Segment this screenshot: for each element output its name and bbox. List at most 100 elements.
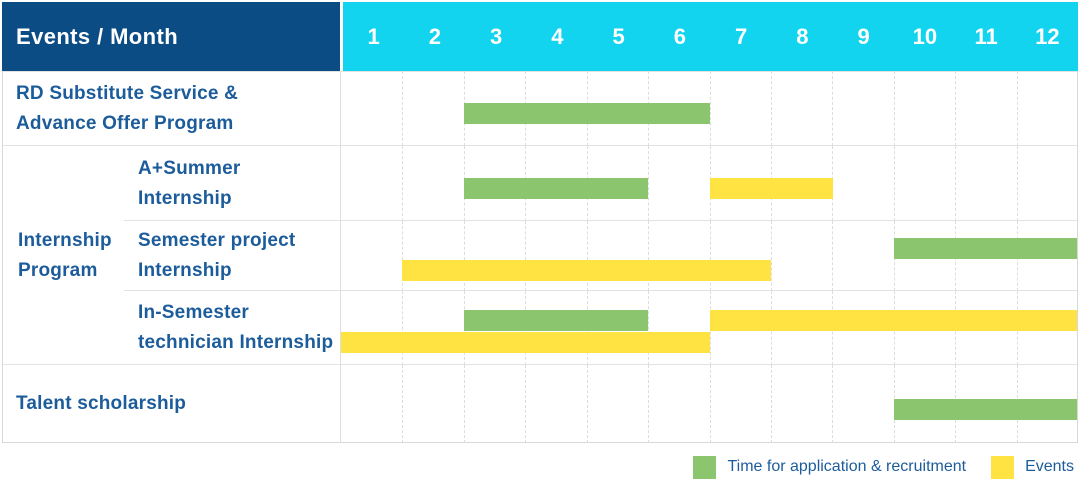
chart-row — [341, 146, 1078, 221]
gantt-bar-green — [464, 310, 648, 331]
legend-item-green: Time for application & recruitment — [693, 455, 967, 479]
legend-label: Events — [1025, 458, 1074, 475]
month-gridline — [587, 221, 588, 291]
month-header-cell: 5 — [588, 2, 649, 71]
month-header-cell: 11 — [956, 2, 1017, 71]
month-gridline — [648, 291, 649, 365]
month-gridline — [955, 146, 956, 221]
month-header-cell: 4 — [527, 2, 588, 71]
month-label: 10 — [912, 23, 938, 49]
gantt-bar-yellow — [402, 260, 771, 281]
month-gridline — [832, 221, 833, 291]
month-gridline — [402, 221, 403, 291]
row-divider — [124, 290, 1078, 291]
row-sublabel-line: Internship — [138, 187, 232, 209]
month-header-cell: 8 — [772, 2, 833, 71]
row-divider — [124, 220, 1078, 221]
month-gridline — [402, 365, 403, 443]
month-label: 12 — [1035, 23, 1060, 49]
table-border-left — [2, 71, 3, 443]
month-label: 5 — [612, 23, 625, 49]
chart-row — [341, 365, 1078, 443]
month-label: 1 — [367, 23, 380, 49]
month-gridline — [894, 71, 895, 146]
gantt-bar-green — [894, 238, 1078, 259]
gantt-bar-yellow — [341, 332, 710, 353]
month-gridline — [832, 71, 833, 146]
month-gridline — [894, 146, 895, 221]
month-label: 6 — [673, 23, 686, 49]
month-label: 2 — [428, 23, 441, 49]
month-label: 8 — [796, 23, 809, 49]
row-sublabel-cell: A+Summer Internship — [124, 146, 341, 221]
month-header-cell: 7 — [711, 2, 772, 71]
chart-row — [341, 291, 1078, 365]
gantt-bar-yellow — [710, 178, 833, 199]
month-gridline — [464, 365, 465, 443]
month-gridline — [402, 291, 403, 365]
table-border-top — [2, 71, 1078, 72]
row-label-line: Talent scholarship — [16, 393, 187, 414]
row-sublabel-cell: In-Semester technician Internship — [124, 291, 341, 365]
row-label-line: Internship — [18, 229, 112, 251]
month-label: 4 — [551, 23, 564, 49]
month-gridline — [771, 365, 772, 443]
table-border-right — [1077, 71, 1078, 443]
month-label: 3 — [490, 23, 503, 49]
events-month-header-cell: Events / Month — [2, 2, 340, 71]
month-gridline — [771, 71, 772, 146]
month-gridline — [710, 221, 711, 291]
row-sublabel-line: Semester project — [138, 230, 296, 251]
table-border-bottom — [2, 442, 1078, 443]
month-label: 7 — [735, 23, 748, 49]
month-gridline — [464, 221, 465, 291]
gantt-bar-green — [894, 399, 1078, 420]
row-divider — [2, 145, 1078, 146]
month-gridline — [832, 365, 833, 443]
row-label-line: RD Substitute Service & — [16, 82, 239, 104]
month-header-cell: 9 — [833, 2, 894, 71]
month-header-cell: 10 — [894, 2, 955, 71]
month-gridline — [648, 146, 649, 221]
month-gridline — [710, 71, 711, 146]
legend-swatch-yellow-icon — [991, 455, 1015, 479]
row-label-cell: Talent scholarship — [2, 365, 341, 443]
row-label-line: Advance Offer Program — [16, 112, 234, 134]
month-header-cell: 2 — [404, 2, 465, 71]
row-sublabel-line: A+Summer — [138, 157, 241, 179]
month-gridline — [402, 146, 403, 221]
month-gridline — [402, 71, 403, 146]
chart-row — [341, 71, 1078, 146]
row-label-line: Program — [18, 259, 98, 281]
gantt-bar-green — [464, 178, 648, 199]
month-gridline — [648, 221, 649, 291]
row-sublabel-cell: Semester project Internship — [124, 221, 341, 291]
legend-swatch-green-icon — [693, 455, 717, 479]
gantt-bar-green — [464, 103, 710, 124]
month-gridline — [525, 221, 526, 291]
gantt-bar-yellow — [710, 310, 1078, 331]
month-label: 11 — [974, 23, 998, 49]
month-gridline — [710, 365, 711, 443]
row-sublabel-line: technician Internship — [138, 332, 334, 353]
row-label-cell: RD Substitute Service & Advance Offer Pro… — [2, 71, 341, 146]
legend-label: Time for application & recruitment — [727, 458, 967, 475]
month-header-row: 1 2 3 4 5 6 7 8 9 10 11 12 — [343, 2, 1078, 71]
legend: Time for application & recruitment Events — [668, 447, 1074, 487]
month-gridline — [771, 221, 772, 291]
group-label-cell: Internship Program — [2, 146, 125, 365]
month-gridline — [525, 365, 526, 443]
month-header-cell: 3 — [466, 2, 527, 71]
row-sublabel-line: Internship — [138, 260, 232, 281]
events-month-title: Events / Month — [16, 23, 179, 49]
month-gridline — [1017, 71, 1018, 146]
month-header-cell: 1 — [343, 2, 404, 71]
month-header-cell: 12 — [1017, 2, 1078, 71]
month-label: 9 — [857, 23, 870, 49]
month-header-cell: 6 — [649, 2, 710, 71]
month-gridline — [955, 71, 956, 146]
month-gridline — [648, 365, 649, 443]
row-divider — [2, 364, 1078, 365]
chart-row — [341, 221, 1078, 291]
